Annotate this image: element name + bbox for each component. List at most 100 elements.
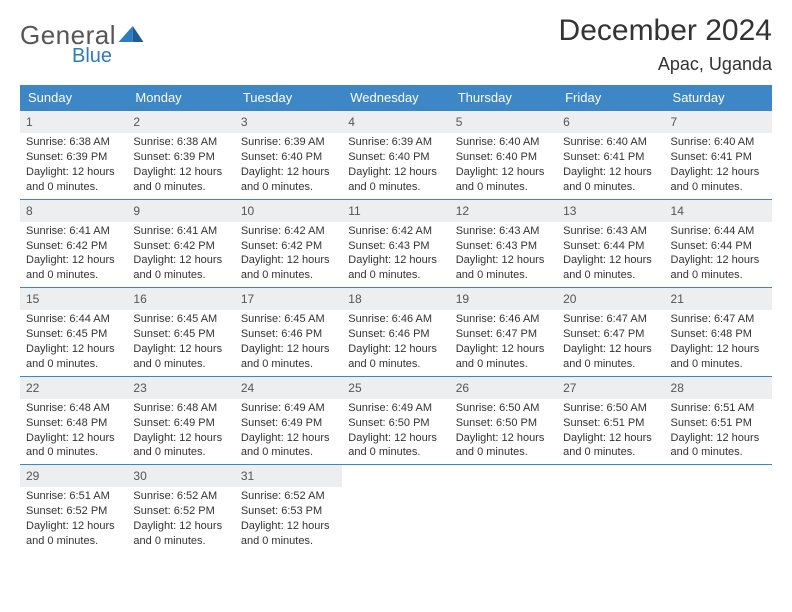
daylight-text-2: and 0 minutes. <box>241 357 336 372</box>
daylight-text-1: Daylight: 12 hours <box>563 165 658 180</box>
day-cell: 12Sunrise: 6:43 AMSunset: 6:43 PMDayligh… <box>450 200 557 288</box>
day-body: Sunrise: 6:51 AMSunset: 6:51 PMDaylight:… <box>665 399 772 464</box>
sunrise-text: Sunrise: 6:39 AM <box>241 135 336 150</box>
day-number: 7 <box>665 111 772 133</box>
day-number: 14 <box>665 200 772 222</box>
weekday-header-sunday: Sunday <box>20 85 127 110</box>
daylight-text-1: Daylight: 12 hours <box>26 431 121 446</box>
day-number: 20 <box>557 288 664 310</box>
daylight-text-2: and 0 minutes. <box>671 268 766 283</box>
day-number: 3 <box>235 111 342 133</box>
daylight-text-2: and 0 minutes. <box>241 268 336 283</box>
day-cell: 29Sunrise: 6:51 AMSunset: 6:52 PMDayligh… <box>20 465 127 553</box>
day-body: Sunrise: 6:46 AMSunset: 6:47 PMDaylight:… <box>450 310 557 375</box>
sunset-text: Sunset: 6:42 PM <box>133 239 228 254</box>
day-number: 25 <box>342 377 449 399</box>
day-cell: 11Sunrise: 6:42 AMSunset: 6:43 PMDayligh… <box>342 200 449 288</box>
day-cell: 5Sunrise: 6:40 AMSunset: 6:40 PMDaylight… <box>450 111 557 199</box>
day-number: 26 <box>450 377 557 399</box>
day-body: Sunrise: 6:48 AMSunset: 6:49 PMDaylight:… <box>127 399 234 464</box>
day-number: 18 <box>342 288 449 310</box>
day-number: 21 <box>665 288 772 310</box>
daylight-text-2: and 0 minutes. <box>241 534 336 549</box>
sunset-text: Sunset: 6:44 PM <box>563 239 658 254</box>
day-cell: 19Sunrise: 6:46 AMSunset: 6:47 PMDayligh… <box>450 288 557 376</box>
sunset-text: Sunset: 6:39 PM <box>133 150 228 165</box>
day-cell: 8Sunrise: 6:41 AMSunset: 6:42 PMDaylight… <box>20 200 127 288</box>
sunset-text: Sunset: 6:45 PM <box>133 327 228 342</box>
sunrise-text: Sunrise: 6:43 AM <box>456 224 551 239</box>
day-cell: 10Sunrise: 6:42 AMSunset: 6:42 PMDayligh… <box>235 200 342 288</box>
calendar: SundayMondayTuesdayWednesdayThursdayFrid… <box>20 85 772 553</box>
daylight-text-1: Daylight: 12 hours <box>26 342 121 357</box>
sunrise-text: Sunrise: 6:48 AM <box>133 401 228 416</box>
day-cell: 26Sunrise: 6:50 AMSunset: 6:50 PMDayligh… <box>450 377 557 465</box>
sunset-text: Sunset: 6:52 PM <box>26 504 121 519</box>
sunrise-text: Sunrise: 6:45 AM <box>241 312 336 327</box>
daylight-text-1: Daylight: 12 hours <box>456 253 551 268</box>
daylight-text-2: and 0 minutes. <box>133 180 228 195</box>
day-body: Sunrise: 6:45 AMSunset: 6:46 PMDaylight:… <box>235 310 342 375</box>
day-body: Sunrise: 6:52 AMSunset: 6:53 PMDaylight:… <box>235 487 342 552</box>
sunrise-text: Sunrise: 6:49 AM <box>241 401 336 416</box>
week-row: 22Sunrise: 6:48 AMSunset: 6:48 PMDayligh… <box>20 376 772 465</box>
sunrise-text: Sunrise: 6:42 AM <box>241 224 336 239</box>
day-number: 29 <box>20 465 127 487</box>
daylight-text-2: and 0 minutes. <box>26 445 121 460</box>
daylight-text-1: Daylight: 12 hours <box>563 253 658 268</box>
sunset-text: Sunset: 6:40 PM <box>348 150 443 165</box>
week-row: 1Sunrise: 6:38 AMSunset: 6:39 PMDaylight… <box>20 110 772 199</box>
day-body: Sunrise: 6:45 AMSunset: 6:45 PMDaylight:… <box>127 310 234 375</box>
sunrise-text: Sunrise: 6:47 AM <box>671 312 766 327</box>
daylight-text-2: and 0 minutes. <box>671 445 766 460</box>
day-body: Sunrise: 6:43 AMSunset: 6:43 PMDaylight:… <box>450 222 557 287</box>
day-number: 28 <box>665 377 772 399</box>
day-number: 11 <box>342 200 449 222</box>
weekday-header-wednesday: Wednesday <box>342 85 449 110</box>
sunrise-text: Sunrise: 6:48 AM <box>26 401 121 416</box>
day-body: Sunrise: 6:42 AMSunset: 6:43 PMDaylight:… <box>342 222 449 287</box>
sunrise-text: Sunrise: 6:38 AM <box>26 135 121 150</box>
daylight-text-1: Daylight: 12 hours <box>133 431 228 446</box>
day-cell: 7Sunrise: 6:40 AMSunset: 6:41 PMDaylight… <box>665 111 772 199</box>
weekday-header-monday: Monday <box>127 85 234 110</box>
day-body: Sunrise: 6:46 AMSunset: 6:46 PMDaylight:… <box>342 310 449 375</box>
day-number: 15 <box>20 288 127 310</box>
sunset-text: Sunset: 6:51 PM <box>671 416 766 431</box>
day-cell: 6Sunrise: 6:40 AMSunset: 6:41 PMDaylight… <box>557 111 664 199</box>
sunrise-text: Sunrise: 6:40 AM <box>456 135 551 150</box>
sunset-text: Sunset: 6:51 PM <box>563 416 658 431</box>
day-cell: 21Sunrise: 6:47 AMSunset: 6:48 PMDayligh… <box>665 288 772 376</box>
sunset-text: Sunset: 6:40 PM <box>456 150 551 165</box>
sunrise-text: Sunrise: 6:45 AM <box>133 312 228 327</box>
daylight-text-2: and 0 minutes. <box>456 357 551 372</box>
day-body: Sunrise: 6:39 AMSunset: 6:40 PMDaylight:… <box>342 133 449 198</box>
daylight-text-2: and 0 minutes. <box>671 180 766 195</box>
sunset-text: Sunset: 6:40 PM <box>241 150 336 165</box>
sunset-text: Sunset: 6:50 PM <box>348 416 443 431</box>
day-body: Sunrise: 6:51 AMSunset: 6:52 PMDaylight:… <box>20 487 127 552</box>
sunrise-text: Sunrise: 6:40 AM <box>671 135 766 150</box>
daylight-text-1: Daylight: 12 hours <box>133 253 228 268</box>
day-cell-empty <box>557 465 664 553</box>
daylight-text-2: and 0 minutes. <box>456 445 551 460</box>
day-cell: 1Sunrise: 6:38 AMSunset: 6:39 PMDaylight… <box>20 111 127 199</box>
sunrise-text: Sunrise: 6:52 AM <box>241 489 336 504</box>
day-number: 10 <box>235 200 342 222</box>
daylight-text-1: Daylight: 12 hours <box>671 342 766 357</box>
daylight-text-2: and 0 minutes. <box>563 445 658 460</box>
daylight-text-2: and 0 minutes. <box>671 357 766 372</box>
daylight-text-1: Daylight: 12 hours <box>26 519 121 534</box>
day-body: Sunrise: 6:41 AMSunset: 6:42 PMDaylight:… <box>127 222 234 287</box>
day-cell: 27Sunrise: 6:50 AMSunset: 6:51 PMDayligh… <box>557 377 664 465</box>
day-number: 2 <box>127 111 234 133</box>
sunrise-text: Sunrise: 6:44 AM <box>671 224 766 239</box>
daylight-text-1: Daylight: 12 hours <box>133 165 228 180</box>
day-number: 6 <box>557 111 664 133</box>
day-cell: 2Sunrise: 6:38 AMSunset: 6:39 PMDaylight… <box>127 111 234 199</box>
weekday-header-thursday: Thursday <box>450 85 557 110</box>
day-number: 5 <box>450 111 557 133</box>
day-cell: 24Sunrise: 6:49 AMSunset: 6:49 PMDayligh… <box>235 377 342 465</box>
day-number: 24 <box>235 377 342 399</box>
day-number: 27 <box>557 377 664 399</box>
